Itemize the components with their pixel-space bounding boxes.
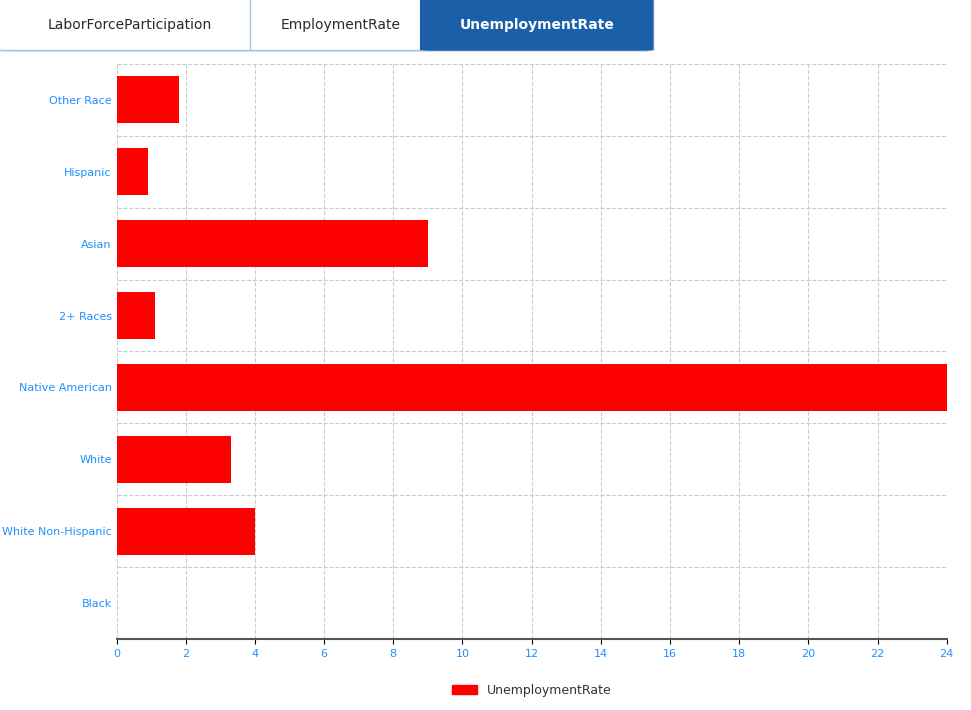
Text: LaborForceParticipation: LaborForceParticipation: [48, 18, 212, 32]
Bar: [117, 220, 428, 267]
Bar: [117, 148, 148, 195]
Bar: [117, 436, 231, 483]
Bar: [117, 364, 947, 411]
Legend: UnemploymentRate: UnemploymentRate: [447, 679, 617, 701]
Text: UnemploymentRate: UnemploymentRate: [459, 18, 615, 32]
Bar: [117, 292, 154, 339]
FancyBboxPatch shape: [0, 0, 653, 50]
Bar: [117, 508, 254, 555]
Text: EmploymentRate: EmploymentRate: [281, 18, 401, 32]
Bar: [117, 77, 179, 124]
FancyBboxPatch shape: [419, 0, 653, 50]
